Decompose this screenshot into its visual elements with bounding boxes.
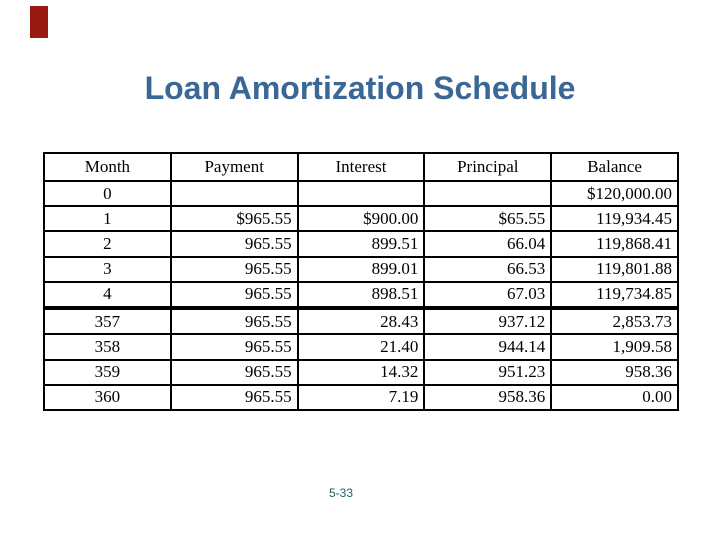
table-cell <box>423 179 553 208</box>
table-row: 2 965.55 899.51 66.04 119,868.41 <box>43 230 679 258</box>
page-number: 5-33 <box>329 486 354 500</box>
table-cell: 119,934.45 <box>550 205 679 233</box>
table-row: 360 965.55 7.19 958.36 0.00 <box>43 383 679 412</box>
table-cell: 965.55 <box>169 383 299 412</box>
table-cell: 965.55 <box>169 255 299 283</box>
column-header: Balance <box>550 152 679 182</box>
table-cell <box>550 305 679 311</box>
table-cell: 937.12 <box>423 308 553 336</box>
table-cell <box>43 305 172 311</box>
page-title: Loan Amortization Schedule <box>144 70 576 106</box>
table-body: 0 $120,000.00 1 $965.55 $900.00 $65.55 119,934… <box>43 179 679 412</box>
table-row: 359 965.55 14.32 951.23 958.36 <box>43 358 679 386</box>
table-cell: 360 <box>43 383 172 412</box>
table-cell: 899.51 <box>296 230 426 258</box>
table-cell <box>169 179 299 208</box>
table-cell: 899.01 <box>296 255 426 283</box>
table-header: Month Payment Interest Principal Balance <box>43 152 679 182</box>
amortization-table: Month Payment Interest Principal Balance 0 $1… <box>43 152 679 412</box>
table-cell: 0 <box>43 179 172 208</box>
table-cell: 359 <box>43 358 172 386</box>
table-cell: 958.36 <box>423 383 553 412</box>
table-cell: 965.55 <box>169 308 299 336</box>
column-header: Interest <box>296 152 426 182</box>
table-row <box>43 305 679 311</box>
table-cell: 14.32 <box>296 358 426 386</box>
table-cell: 2,853.73 <box>550 308 679 336</box>
table-cell <box>296 179 426 208</box>
table-cell: 4 <box>43 280 172 308</box>
table-row: 358 965.55 21.40 944.14 1,909.58 <box>43 333 679 361</box>
table-cell: 965.55 <box>169 333 299 361</box>
column-header: Principal <box>423 152 553 182</box>
table-cell: 965.55 <box>169 230 299 258</box>
table-cell: 1 <box>43 205 172 233</box>
table-cell: 965.55 <box>169 358 299 386</box>
table-cell: 21.40 <box>296 333 426 361</box>
table-cell: 958.36 <box>550 358 679 386</box>
table-row: 357 965.55 28.43 937.12 2,853.73 <box>43 308 679 336</box>
table-cell: 119,734.85 <box>550 280 679 308</box>
table-row: 0 $120,000.00 <box>43 179 679 208</box>
table-cell <box>423 305 553 311</box>
table-cell <box>296 305 426 311</box>
table-row: 1 $965.55 $900.00 $65.55 119,934.45 <box>43 205 679 233</box>
table-cell: 357 <box>43 308 172 336</box>
table-cell: 67.03 <box>423 280 553 308</box>
column-header: Payment <box>169 152 299 182</box>
table-cell: 358 <box>43 333 172 361</box>
table-cell: 119,868.41 <box>550 230 679 258</box>
table-row: 3 965.55 899.01 66.53 119,801.88 <box>43 255 679 283</box>
table-cell: 66.04 <box>423 230 553 258</box>
red-accent-bar <box>30 6 48 38</box>
table-cell: $120,000.00 <box>550 179 679 208</box>
table-cell: 2 <box>43 230 172 258</box>
table-cell: 0.00 <box>550 383 679 412</box>
column-header: Month <box>43 152 172 182</box>
table-cell: 1,909.58 <box>550 333 679 361</box>
header-row: Month Payment Interest Principal Balance <box>43 152 679 182</box>
table-cell: 951.23 <box>423 358 553 386</box>
table-cell <box>169 305 299 311</box>
table-cell: 898.51 <box>296 280 426 308</box>
table-cell: 119,801.88 <box>550 255 679 283</box>
table-cell: 944.14 <box>423 333 553 361</box>
table-cell: 28.43 <box>296 308 426 336</box>
table-cell: 66.53 <box>423 255 553 283</box>
table-cell: $900.00 <box>296 205 426 233</box>
table-cell: $65.55 <box>423 205 553 233</box>
table-row: 4 965.55 898.51 67.03 119,734.85 <box>43 280 679 308</box>
table-cell: 3 <box>43 255 172 283</box>
table-cell: 7.19 <box>296 383 426 412</box>
table-cell: $965.55 <box>169 205 299 233</box>
table-cell: 965.55 <box>169 280 299 308</box>
